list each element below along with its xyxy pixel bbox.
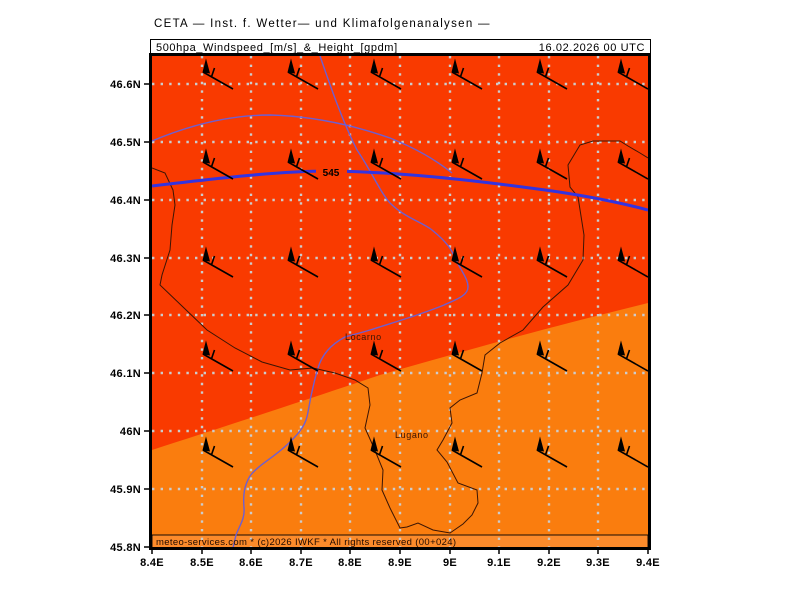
svg-text:8.4E: 8.4E: [140, 557, 164, 569]
river-lines: [152, 56, 469, 548]
valid-time: 16.02.2026 00 UTC: [538, 41, 645, 54]
axis-ticks: [144, 83, 649, 554]
svg-text:8.5E: 8.5E: [190, 557, 214, 569]
svg-text:9E: 9E: [443, 557, 457, 569]
product-title: 500hpa_Windspeed_[m/s]_&_Height_[gpdm]: [156, 41, 398, 54]
city-label-locarno: Locarno: [345, 332, 382, 342]
region-low-windspeed: [152, 303, 648, 548]
contour-label-mask: [316, 166, 347, 178]
border-lines: [152, 140, 648, 534]
svg-text:8.7E: 8.7E: [289, 557, 313, 569]
svg-text:9.1E: 9.1E: [487, 557, 511, 569]
svg-text:8.9E: 8.9E: [388, 557, 412, 569]
svg-text:46.1N: 46.1N: [110, 368, 141, 380]
grid-lines: [152, 56, 648, 547]
svg-text:46.2N: 46.2N: [110, 310, 141, 322]
svg-text:8.6E: 8.6E: [239, 557, 263, 569]
svg-text:8.8E: 8.8E: [338, 557, 362, 569]
institute-header: CETA — Inst. f. Wetter— und Klimafolgena…: [154, 18, 491, 30]
city-label-lugano: Lugano: [395, 430, 429, 440]
height-contour-545: [152, 169, 648, 212]
y-axis-labels: 46.6N 46.5N 46.4N 46.3N 46.2N 46.1N 46N …: [110, 79, 141, 554]
svg-text:9.2E: 9.2E: [537, 557, 561, 569]
copyright-footer: meteo-services.com * (c)2026 IWKF * All …: [156, 537, 456, 548]
x-axis-labels: 8.4E 8.5E 8.6E 8.7E 8.8E 8.9E 9E 9.1E 9.…: [140, 557, 660, 569]
map-frame: [149, 53, 651, 550]
svg-text:46.3N: 46.3N: [110, 253, 141, 265]
svg-text:9.3E: 9.3E: [586, 557, 610, 569]
svg-text:9.4E: 9.4E: [636, 557, 660, 569]
svg-text:46.5N: 46.5N: [110, 137, 141, 149]
svg-text:46N: 46N: [120, 426, 141, 438]
contour-value-label: 545: [323, 168, 340, 179]
svg-text:46.6N: 46.6N: [110, 79, 141, 91]
svg-text:45.8N: 45.8N: [110, 542, 141, 554]
svg-text:45.9N: 45.9N: [110, 484, 141, 496]
svg-text:46.4N: 46.4N: [110, 195, 141, 207]
